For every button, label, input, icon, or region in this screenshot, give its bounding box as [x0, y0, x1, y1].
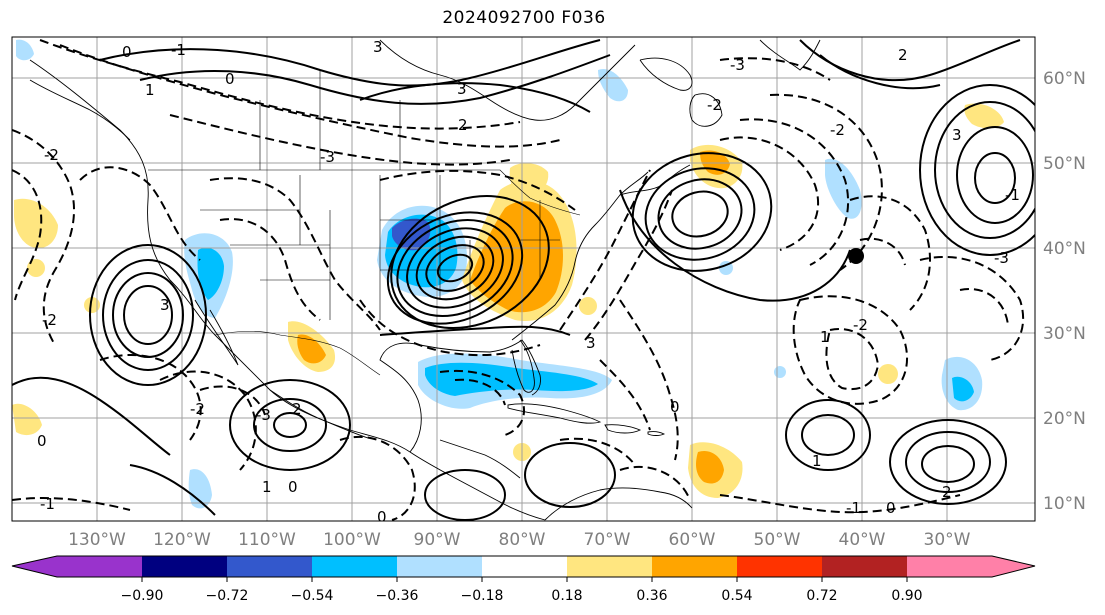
contour-label: -1: [846, 499, 861, 517]
contour-label: 0: [37, 432, 47, 450]
contour-label: 0: [886, 499, 896, 517]
colorbar-tick-label: −0.18: [461, 588, 504, 604]
colorbar-extend-high: [992, 556, 1035, 577]
contour-label: -1: [40, 495, 55, 513]
contour-label: -3: [730, 56, 745, 74]
latitude-labels: 60°N 50°N 40°N 30°N 20°N 10°N: [1043, 69, 1086, 514]
contour-label: -2: [44, 146, 59, 164]
lat-label: 60°N: [1043, 69, 1086, 89]
colorbar-bin: [567, 556, 652, 577]
contour-label: 2: [942, 483, 952, 501]
colorbar-bin: [482, 556, 567, 577]
lat-label: 20°N: [1043, 409, 1086, 429]
contour-label: 2: [898, 46, 908, 64]
lon-label: 50°W: [754, 530, 801, 550]
colorbar: −0.90 −0.72 −0.54 −0.36 −0.18 0.18 0.36 …: [11, 555, 1036, 604]
colorbar-bin: [57, 556, 142, 577]
location-marker: [848, 248, 864, 264]
colorbar-bin: [737, 556, 822, 577]
colorbar-ticks: [141, 577, 908, 582]
contour-label: -2: [190, 400, 205, 418]
contour-label: 2: [458, 116, 468, 134]
lat-label: 10°N: [1043, 494, 1086, 514]
contour-label: 0: [225, 70, 235, 88]
contour-label: 2: [292, 400, 302, 418]
colorbar-tick-label: −0.90: [121, 588, 164, 604]
colorbar-bin: [397, 556, 482, 577]
colorbar-bin: [652, 556, 737, 577]
lon-label: 80°W: [499, 530, 546, 550]
longitude-labels: 130°W 120°W 110°W 100°W 90°W 80°W 70°W 6…: [68, 530, 971, 550]
lon-label: 40°W: [839, 530, 886, 550]
contour-label: -3: [320, 148, 335, 166]
contour-label: -2: [707, 96, 722, 114]
colorbar-tick-label: 0.36: [636, 588, 667, 604]
colorbar-bin: [312, 556, 397, 577]
contour-label: 1: [812, 452, 822, 470]
colorbar-tick-label: −0.72: [206, 588, 249, 604]
contour-label: -3: [994, 249, 1009, 267]
colorbar-tick-label: 0.54: [721, 588, 752, 604]
colorbar-bin: [142, 556, 227, 577]
contour-label: 1: [262, 478, 272, 496]
lon-label: 110°W: [238, 530, 296, 550]
contour-label: 0: [288, 478, 298, 496]
colorbar-tick-label: 0.72: [806, 588, 837, 604]
colorbar-tick-label: −0.54: [291, 588, 334, 604]
lon-label: 130°W: [68, 530, 126, 550]
colorbar-extend-low: [12, 556, 57, 577]
lon-label: 90°W: [414, 530, 461, 550]
map-title: 2024092700 F036: [442, 8, 606, 28]
lon-label: 30°W: [924, 530, 971, 550]
contour-lines: [12, 39, 1035, 521]
contour-label: 0: [670, 398, 680, 416]
map-frame: [11, 36, 1036, 522]
contour-label: -1: [1005, 186, 1020, 204]
contour-label: -2: [830, 121, 845, 139]
colorbar-tick-label: −0.36: [376, 588, 419, 604]
colorbar-bin: [822, 556, 907, 577]
contour-label: 3: [373, 38, 383, 56]
colorbar-tick-label: 0.90: [891, 588, 922, 604]
coastlines: [29, 39, 821, 521]
contour-label: 1: [820, 328, 830, 346]
lon-label: 60°W: [669, 530, 716, 550]
contour-label: 0: [122, 43, 132, 61]
colorbar-tick-label: 0.18: [551, 588, 582, 604]
contour-label: -1: [171, 41, 186, 59]
lon-label: 100°W: [323, 530, 381, 550]
colorbar-bin: [227, 556, 312, 577]
lon-label: 120°W: [153, 530, 211, 550]
lat-label: 40°N: [1043, 239, 1086, 259]
contour-label: 1: [145, 81, 155, 99]
contour-label: -3: [256, 406, 271, 424]
lat-label: 30°N: [1043, 324, 1086, 344]
contour-label-group: 0 1 3 3 -3 -2 2 0 -1 -2 -3 2 -2 3 1 3 0 …: [37, 38, 1020, 526]
contour-label: -2: [42, 311, 57, 329]
lat-label: 50°N: [1043, 154, 1086, 174]
contour-label: -2: [853, 316, 868, 334]
colorbar-bin: [907, 556, 992, 577]
colorbar-outline: [11, 555, 1036, 578]
contour-label: 3: [457, 80, 467, 98]
contour-label: 0: [377, 508, 387, 526]
contour-label: 3: [952, 126, 962, 144]
lon-label: 70°W: [584, 530, 631, 550]
contour-label: 3: [160, 296, 170, 314]
contour-label: 3: [586, 334, 596, 352]
